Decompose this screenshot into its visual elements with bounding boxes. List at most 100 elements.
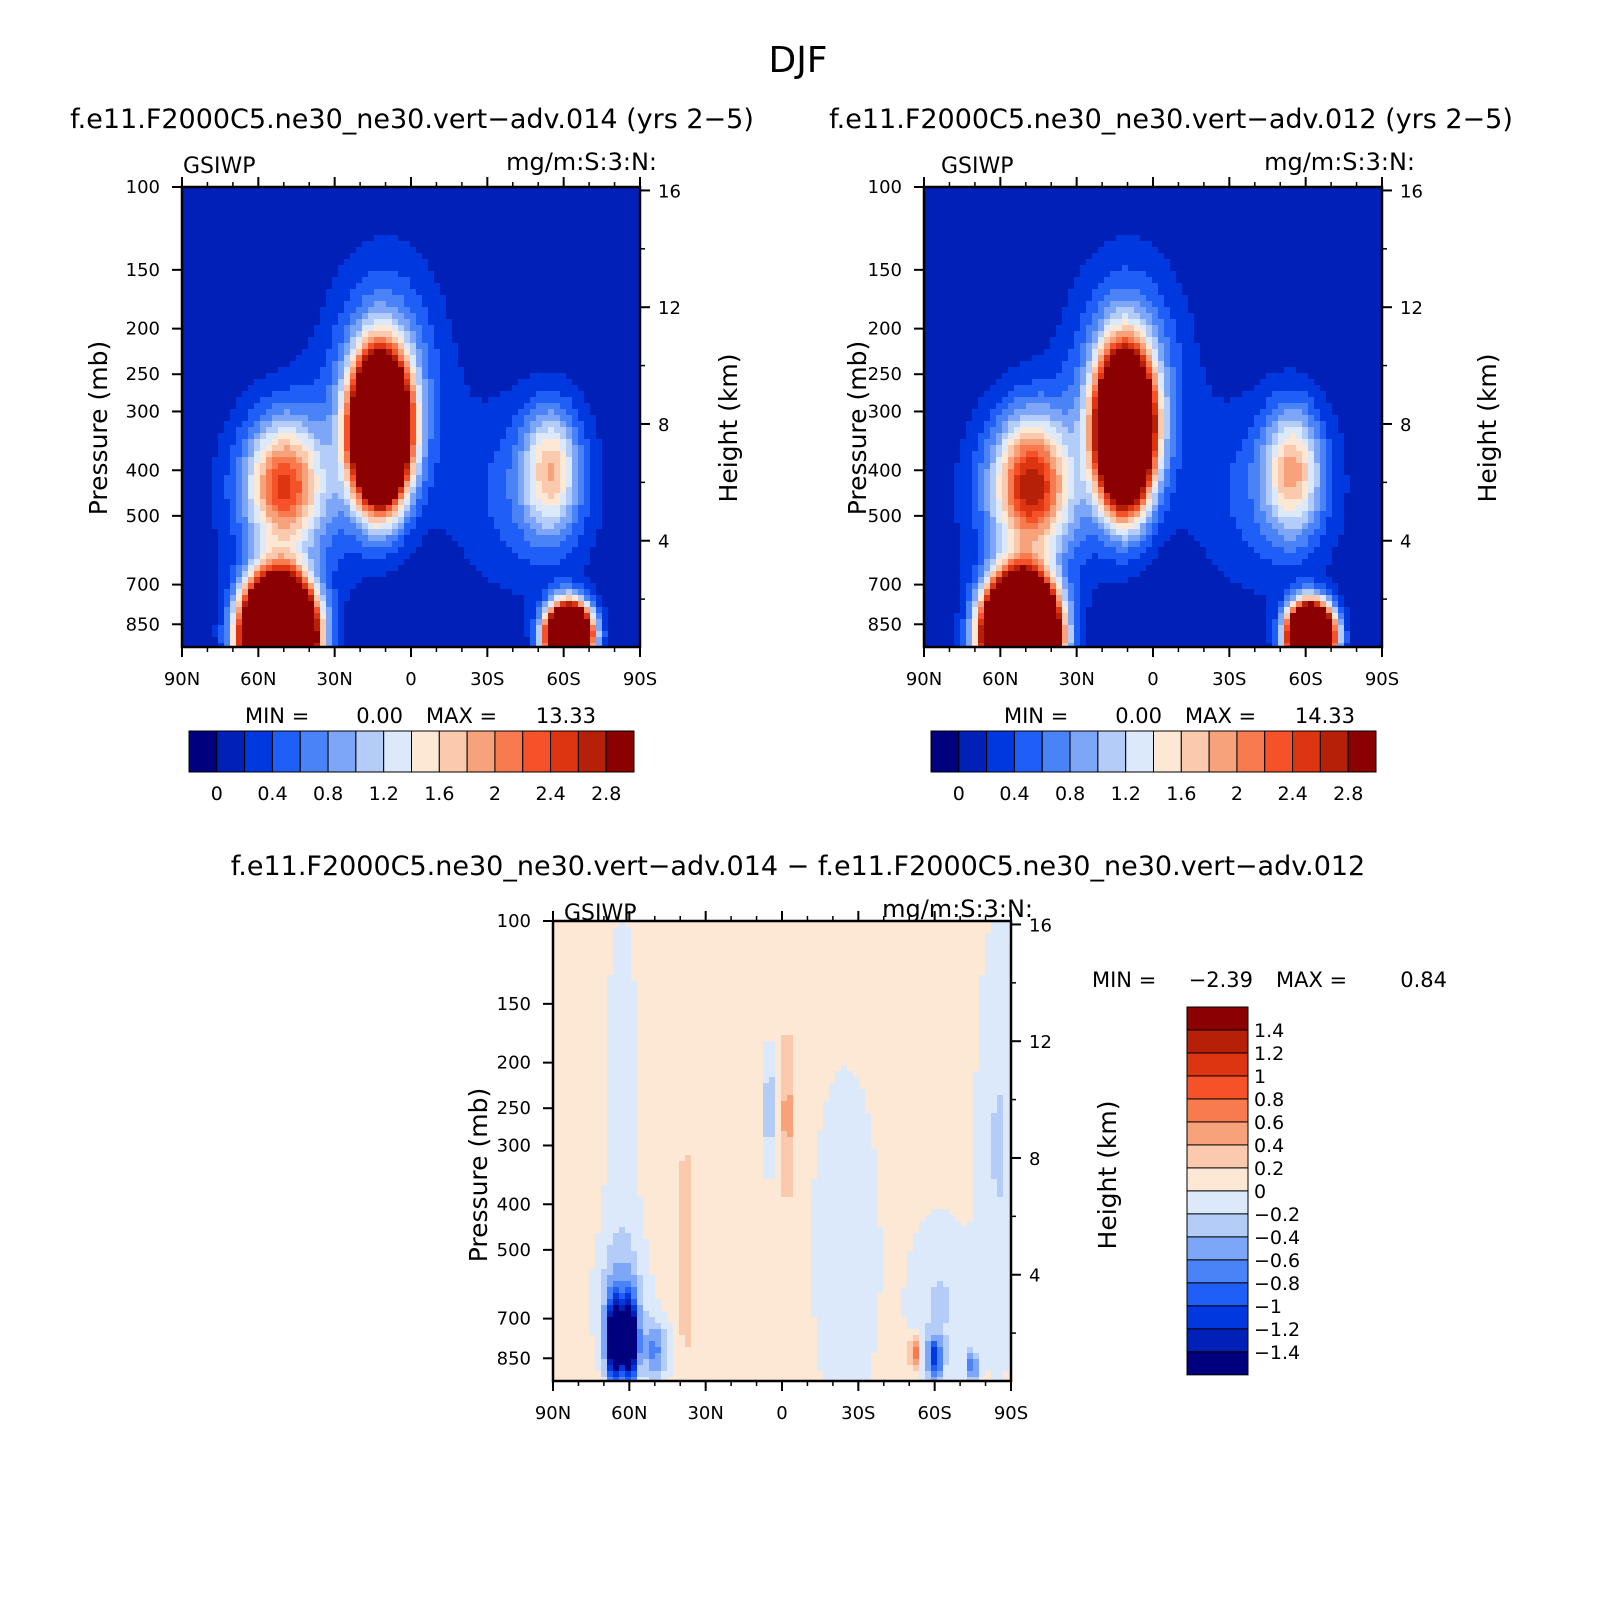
contour-cell	[584, 235, 590, 241]
contour-cell	[344, 199, 350, 205]
contour-cell	[230, 259, 236, 265]
contour-cell	[566, 289, 572, 295]
contour-cell	[344, 283, 350, 289]
contour-cell	[302, 247, 308, 253]
contour-cell	[188, 265, 194, 271]
contour-cell	[536, 259, 542, 265]
contour-cell	[236, 307, 242, 313]
contour-cell	[392, 307, 398, 313]
contour-cell	[338, 199, 344, 205]
contour-cell	[200, 229, 206, 235]
contour-cell	[428, 295, 434, 301]
contour-cell	[392, 217, 398, 223]
contour-cell	[272, 211, 278, 217]
contour-cell	[320, 205, 326, 211]
contour-cell	[512, 313, 518, 319]
contour-cell	[266, 325, 272, 331]
contour-cell	[368, 193, 374, 199]
contour-cell	[356, 283, 362, 289]
contour-cell	[614, 265, 620, 271]
contour-cell	[230, 313, 236, 319]
contour-cell	[338, 319, 344, 325]
contour-cell	[338, 247, 344, 253]
contour-cell	[482, 307, 488, 313]
contour-cell	[512, 277, 518, 283]
contour-cell	[590, 235, 596, 241]
contour-cell	[368, 253, 374, 259]
contour-cell	[374, 265, 380, 271]
contour-cell	[536, 295, 542, 301]
contour-cell	[230, 211, 236, 217]
contour-cell	[434, 205, 440, 211]
contour-cell	[548, 301, 554, 307]
contour-cell	[416, 193, 422, 199]
contour-cell	[398, 253, 404, 259]
contour-cell	[500, 289, 506, 295]
contour-cell	[230, 265, 236, 271]
contour-cell	[194, 241, 200, 247]
contour-cell	[470, 217, 476, 223]
contour-cell	[350, 271, 356, 277]
contour-cell	[566, 295, 572, 301]
contour-cell	[434, 223, 440, 229]
contour-cell	[242, 319, 248, 325]
contour-cell	[524, 325, 530, 331]
contour-cell	[224, 241, 230, 247]
contour-cell	[344, 217, 350, 223]
contour-cell	[518, 271, 524, 277]
contour-cell	[392, 235, 398, 241]
contour-cell	[212, 193, 218, 199]
contour-cell	[332, 295, 338, 301]
contour-cell	[590, 301, 596, 307]
contour-cell	[242, 217, 248, 223]
contour-cell	[254, 307, 260, 313]
contour-cell	[614, 295, 620, 301]
contour-cell	[422, 307, 428, 313]
contour-cell	[296, 277, 302, 283]
contour-cell	[458, 223, 464, 229]
contour-cell	[548, 259, 554, 265]
contour-cell	[494, 265, 500, 271]
contour-cell	[278, 241, 284, 247]
contour-cell	[296, 223, 302, 229]
contour-cell	[284, 217, 290, 223]
contour-cell	[326, 277, 332, 283]
contour-cell	[602, 205, 608, 211]
contour-cell	[314, 223, 320, 229]
contour-cell	[332, 265, 338, 271]
contour-cell	[536, 217, 542, 223]
contour-cell	[488, 211, 494, 217]
contour-cell	[200, 295, 206, 301]
contour-cell	[566, 217, 572, 223]
contour-cell	[572, 229, 578, 235]
contour-cell	[248, 229, 254, 235]
contour-cell	[626, 265, 632, 271]
contour-cell	[392, 241, 398, 247]
contour-cell	[356, 295, 362, 301]
contour-cell	[446, 325, 452, 331]
contour-cell	[290, 313, 296, 319]
contour-cell	[452, 253, 458, 259]
contour-cell	[218, 193, 224, 199]
contour-cell	[590, 223, 596, 229]
contour-cell	[326, 265, 332, 271]
contour-cell	[386, 307, 392, 313]
contour-cell	[566, 265, 572, 271]
contour-cell	[380, 193, 386, 199]
contour-cell	[284, 223, 290, 229]
contour-cell	[428, 277, 434, 283]
contour-cell	[410, 199, 416, 205]
contour-cell	[326, 217, 332, 223]
contour-cell	[242, 307, 248, 313]
contour-cell	[248, 217, 254, 223]
contour-cell	[554, 265, 560, 271]
contour-cell	[488, 331, 494, 337]
contour-cell	[350, 199, 356, 205]
contour-cell	[446, 223, 452, 229]
contour-cell	[320, 247, 326, 253]
contour-cell	[488, 205, 494, 211]
contour-cell	[410, 283, 416, 289]
contour-cell	[272, 229, 278, 235]
contour-cell	[356, 223, 362, 229]
contour-cell	[626, 259, 632, 265]
